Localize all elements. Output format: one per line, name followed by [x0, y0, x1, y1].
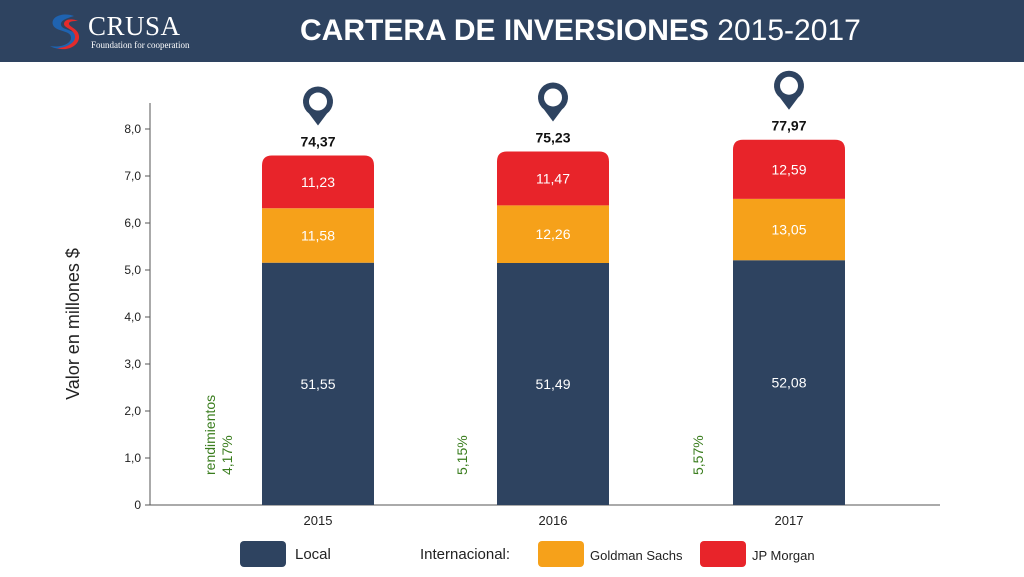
crusa-logo-mark-icon	[50, 14, 80, 50]
logo-name: CRUSA	[88, 11, 181, 41]
y-tick-label: 7,0	[124, 169, 141, 183]
x-tick-label: 2016	[539, 513, 568, 528]
legend-swatch-jpmorgan	[700, 541, 746, 567]
map-pin-hole-icon	[309, 92, 327, 111]
bar-segment-local	[262, 262, 374, 505]
returns-caption: rendimientos	[202, 395, 218, 475]
bar-segment-goldman-sachs	[733, 198, 845, 261]
bar-segment-goldman-sachs	[497, 205, 609, 263]
bar-segment-jp-morgan	[497, 151, 609, 206]
bar-segment-jp-morgan	[262, 155, 374, 209]
legend-label-jpmorgan: JP Morgan	[752, 548, 815, 563]
y-tick-label: 8,0	[124, 122, 141, 136]
y-tick-label: 3,0	[124, 357, 141, 371]
legend: Local Internacional: Goldman Sachs JP Mo…	[0, 538, 1024, 572]
bar-total-label: 77,97	[771, 118, 806, 134]
y-tick-label: 6,0	[124, 216, 141, 230]
bar-total-label: 75,23	[535, 129, 570, 145]
segment-value-label: 12,59	[771, 161, 806, 177]
map-pin-hole-icon	[544, 88, 562, 107]
legend-label-local: Local	[295, 546, 331, 563]
return-percent-label: 5,15%	[454, 435, 470, 475]
segment-value-label: 11,23	[301, 174, 335, 190]
segment-value-label: 52,08	[771, 375, 806, 391]
legend-swatch-goldman	[538, 541, 584, 567]
stacked-bar-chart: 0 1,0 2,0 3,0 4,0 5,0 6,0 7,0 8,0 Valor en millon…	[63, 70, 940, 528]
segment-value-label: 11,58	[301, 228, 335, 244]
bar-segment-local	[733, 260, 845, 505]
x-tick-label: 2017	[775, 513, 804, 528]
logo-tagline: Foundation for cooperation	[91, 40, 190, 50]
bar-total-label: 74,37	[300, 134, 335, 150]
bar-segment-jp-morgan	[733, 139, 845, 199]
crusa-logo: CRUSA Foundation for cooperation	[44, 10, 204, 54]
bar-segment-goldman-sachs	[262, 208, 374, 263]
segment-value-label: 51,49	[535, 376, 570, 392]
return-percent-label: 4,17%	[219, 435, 235, 475]
page-title: CARTERA DE INVERSIONES 2015-2017	[300, 12, 920, 50]
legend-label-goldman: Goldman Sachs	[590, 548, 683, 563]
header-banner: CRUSA Foundation for cooperation CARTERA…	[0, 0, 1024, 62]
y-tick-label: 5,0	[124, 263, 141, 277]
map-pin-hole-icon	[780, 76, 798, 95]
segment-value-label: 11,47	[536, 170, 570, 186]
title-years: 2015-2017	[717, 14, 861, 47]
y-tick-label: 2,0	[124, 404, 141, 418]
bar-segment-local	[497, 262, 609, 505]
legend-swatch-local	[240, 541, 286, 567]
segment-value-label: 51,55	[300, 376, 335, 392]
title-main: CARTERA DE INVERSIONES	[300, 14, 709, 47]
y-tick-label: 0	[134, 498, 141, 512]
x-tick-label: 2015	[304, 513, 333, 528]
segment-value-label: 13,05	[771, 222, 806, 238]
y-tick-label: 1,0	[124, 451, 141, 465]
y-tick-label: 4,0	[124, 310, 141, 324]
y-axis-title: Valor en millones $	[63, 248, 83, 400]
legend-label-internacional: Internacional:	[420, 546, 511, 563]
segment-value-label: 12,26	[535, 226, 570, 242]
return-percent-label: 5,57%	[690, 435, 706, 475]
